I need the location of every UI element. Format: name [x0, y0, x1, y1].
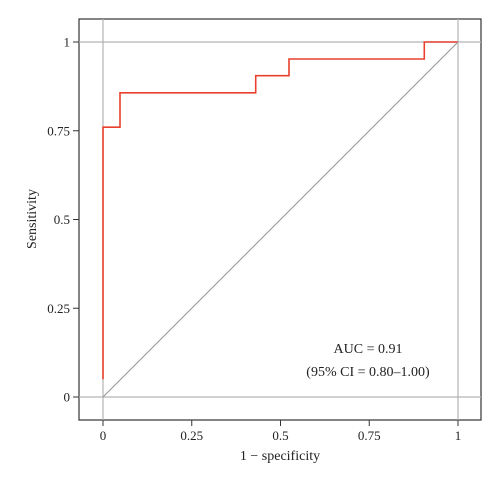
- x-tick-label: 0.75: [358, 428, 381, 443]
- x-tick-label: 0.25: [180, 428, 203, 443]
- y-axis-title: Sensitivity: [25, 189, 40, 249]
- reference-diagonal: [102, 41, 459, 398]
- y-tick-label: 1: [64, 35, 71, 50]
- ci-annotation: (95% CI = 0.80–1.00): [306, 365, 430, 380]
- y-tick-label: 0.25: [47, 301, 70, 316]
- axis-ticks: [73, 41, 459, 426]
- y-tick-label: 0: [64, 390, 71, 405]
- y-tick-label: 0.5: [54, 212, 70, 227]
- x-tick-label: 0: [100, 428, 107, 443]
- series-layer: [102, 41, 459, 398]
- auc-annotation: AUC = 0.91: [334, 342, 403, 357]
- tick-labels: 0 0.25 0.5 0.75 1 0 0.25 0.5 0.75 1: [47, 35, 461, 444]
- x-axis-title: 1 − specificity: [240, 449, 320, 464]
- x-tick-label: 1: [455, 428, 462, 443]
- x-tick-label: 0.5: [272, 428, 288, 443]
- y-tick-label: 0.75: [47, 123, 70, 138]
- roc-curve: [102, 41, 458, 380]
